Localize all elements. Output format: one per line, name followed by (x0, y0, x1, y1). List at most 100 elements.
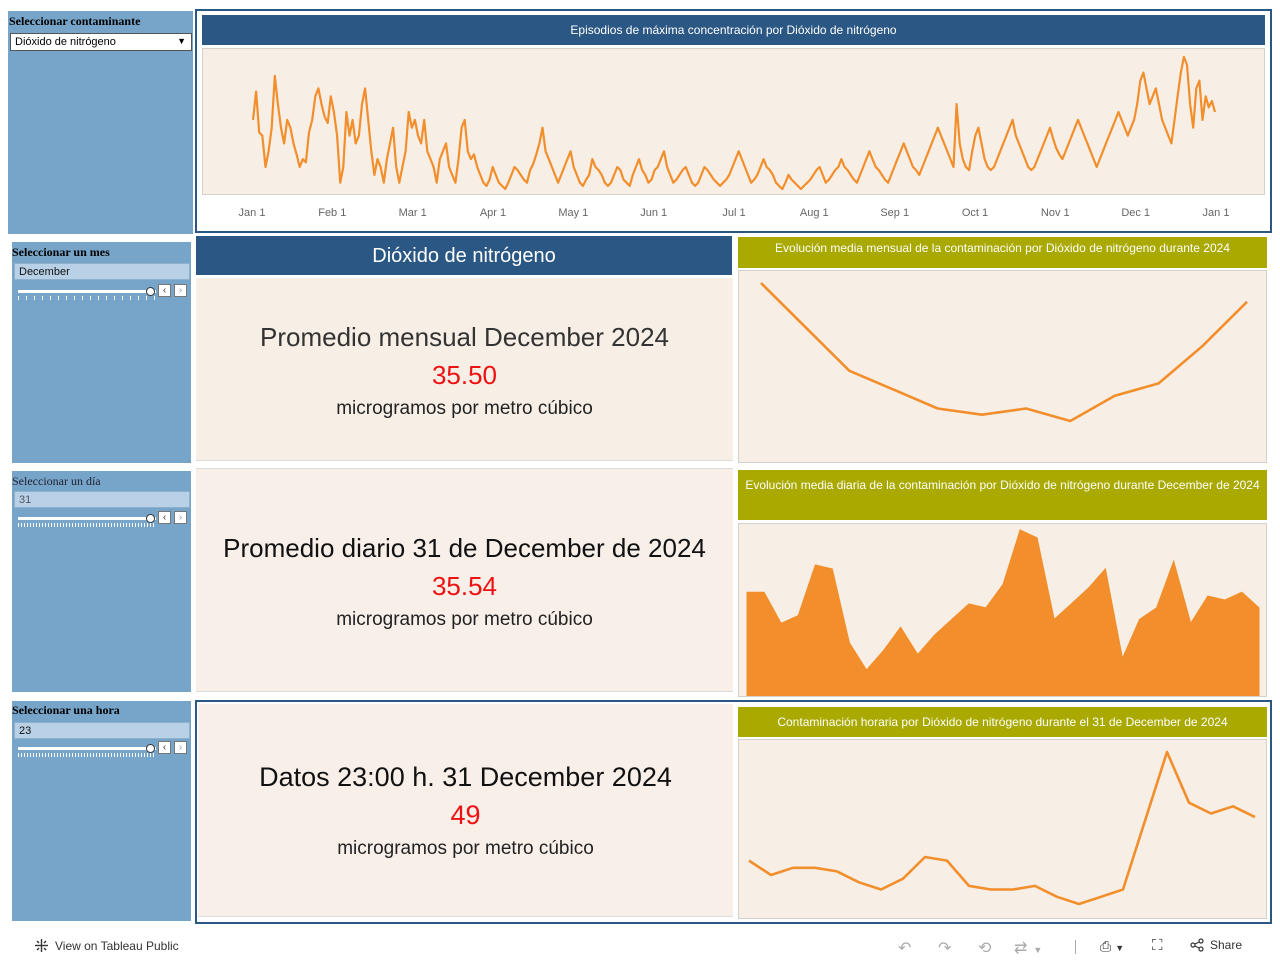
hour-slider-track[interactable] (18, 747, 156, 750)
month-input[interactable]: December (14, 263, 190, 280)
hour-slider-ticks (18, 753, 156, 757)
hour-prev-button[interactable]: ‹ (158, 741, 171, 754)
kpi-hourly-unit: microgramos por metro cúbico (337, 838, 594, 859)
share-button[interactable]: Share (1190, 938, 1242, 952)
day-control-title: Seleccionar un día (12, 474, 101, 488)
annual-chart-x-axis: Jan 1 Feb 1 Mar 1 Apr 1 May 1 Jun 1 Jul 1 Aug 1… (239, 207, 1230, 219)
annual-x-tick-label: May 1 (558, 207, 588, 219)
redo-icon: ↷ (938, 940, 952, 957)
hour-input[interactable]: 23 (14, 722, 190, 739)
redo-button[interactable]: ↷ (938, 938, 951, 958)
day-slider-ticks (18, 523, 156, 527)
month-control-panel: Seleccionar un mes December ‹ › (12, 242, 191, 463)
daily-chart-svg (746, 529, 1260, 696)
download-icon: ⎙ (1100, 938, 1112, 954)
day-input[interactable]: 31 (14, 491, 190, 508)
month-input-value: December (19, 266, 70, 278)
pollutant-header: Dióxido de nitrógeno (196, 236, 732, 275)
annual-x-tick-label: Jan 1 (239, 207, 266, 219)
chevron-down-icon: ▼ (177, 36, 186, 46)
revert-button[interactable]: ⟲ (978, 938, 991, 958)
annual-x-tick-label: Aug 1 (800, 207, 829, 219)
undo-button[interactable]: ↶ (898, 938, 911, 958)
daily-chart-title: Evolución media diaria de la contaminaci… (738, 470, 1267, 520)
day-prev-button[interactable]: ‹ (158, 511, 171, 524)
chevron-left-icon: ‹ (162, 742, 167, 753)
annual-x-tick-label: Jul 1 (722, 207, 745, 219)
kpi-monthly-title: Promedio mensual December 2024 (260, 322, 669, 352)
hourly-chart-plot[interactable] (738, 739, 1267, 919)
tableau-footer: View on Tableau Public ↶ ↷ ⟲ ⇄ ▼ ⎙ ▼ ⛶ Sha… (0, 932, 1280, 960)
annual-x-tick-label: Jan 1 (1203, 207, 1230, 219)
day-input-value: 31 (19, 494, 32, 506)
annual-chart-title: Episodios de máxima concentración por Di… (202, 15, 1265, 45)
pollutant-control-title: Seleccionar contaminante (9, 14, 141, 28)
undo-icon: ↶ (898, 940, 912, 957)
chevron-right-icon: › (178, 742, 183, 753)
month-slider-track[interactable] (18, 290, 156, 293)
hourly-series-line (748, 750, 1256, 906)
kpi-monthly-value: 35.50 (431, 360, 498, 390)
pollutant-header-text: Dióxido de nitrógeno (372, 245, 556, 267)
kpi-daily-value: 35.54 (431, 571, 498, 601)
month-prev-button[interactable]: ‹ (158, 284, 171, 297)
fullscreen-button[interactable]: ⛶ (1152, 937, 1163, 954)
chevron-left-icon: ‹ (162, 512, 167, 523)
month-slider-handle[interactable] (146, 287, 155, 296)
refresh-icon: ⇄ (1014, 940, 1028, 957)
chevron-right-icon: › (178, 285, 183, 296)
hourly-chart-svg (748, 750, 1256, 906)
chevron-right-icon: › (178, 512, 183, 523)
daily-chart-plot[interactable] (738, 523, 1267, 697)
daily-series-area (746, 529, 1260, 696)
annual-x-tick-label: Jun 1 (640, 207, 667, 219)
monthly-chart-plot[interactable] (738, 270, 1267, 463)
hourly-chart-title: Contaminación horaria por Dióxido de nit… (738, 707, 1267, 737)
annual-x-tick-label: Dec 1 (1121, 207, 1150, 219)
month-next-button[interactable]: › (174, 284, 187, 297)
view-on-tableau-link[interactable]: View on Tableau Public (34, 938, 179, 953)
hour-control-panel: Seleccionar una hora 23 ‹ › (12, 701, 191, 921)
tableau-logo-icon (35, 939, 48, 952)
day-control-panel: Seleccionar un día 31 ‹ › (12, 471, 191, 692)
day-next-button[interactable]: › (174, 511, 187, 524)
revert-icon: ⟲ (978, 940, 992, 957)
kpi-hourly-value: 49 (450, 800, 481, 830)
hour-input-value: 23 (19, 725, 32, 737)
kpi-hourly-card: Datos 23:00 h. 31 December 2024 49 micro… (198, 704, 733, 917)
refresh-button[interactable]: ⇄ ▼ (1014, 938, 1042, 958)
annual-x-tick-label: Mar 1 (399, 207, 427, 219)
annual-series-line (251, 55, 1217, 191)
kpi-daily-unit: microgramos por metro cúbico (336, 609, 593, 630)
hour-next-button[interactable]: › (174, 741, 187, 754)
annual-chart-plot[interactable] (202, 48, 1265, 195)
daily-chart-title-text: Evolución media diaria de la contaminaci… (745, 478, 1260, 492)
monthly-chart-title: Evolución media mensual de la contaminac… (738, 237, 1267, 268)
fullscreen-icon: ⛶ (1152, 937, 1163, 954)
kpi-daily-title: Promedio diario 31 de December de 2024 (223, 533, 706, 563)
chevron-down-icon: ▼ (1115, 943, 1125, 953)
kpi-monthly-unit: microgramos por metro cúbico (336, 398, 593, 419)
hourly-chart-title-text: Contaminación horaria por Dióxido de nit… (777, 715, 1228, 729)
view-on-tableau-label: View on Tableau Public (55, 938, 179, 953)
annual-x-tick-label: Feb 1 (318, 207, 346, 219)
pollutant-select-value: Dióxido de nitrógeno (15, 36, 116, 48)
annual-chart-svg (251, 55, 1217, 191)
hour-slider-handle[interactable] (146, 744, 155, 753)
chevron-left-icon: ‹ (162, 285, 167, 296)
share-label: Share (1210, 938, 1243, 952)
annual-x-tick-label: Nov 1 (1041, 207, 1070, 219)
day-slider-handle[interactable] (146, 514, 155, 523)
download-button[interactable]: ⎙ ▼ (1100, 938, 1124, 955)
month-control-title: Seleccionar un mes (12, 245, 110, 259)
chevron-down-icon: ▼ (1033, 945, 1043, 955)
pollutant-select[interactable]: Dióxido de nitrógeno ▼ (10, 33, 192, 51)
annual-x-tick-label: Sep 1 (880, 207, 909, 219)
kpi-monthly-card: Promedio mensual December 2024 35.50 mic… (196, 278, 733, 461)
day-slider-track[interactable] (18, 517, 156, 520)
share-icon (1190, 938, 1204, 952)
pollutant-control-panel: Seleccionar contaminante Dióxido de nitr… (8, 11, 193, 234)
monthly-series-line (760, 282, 1248, 423)
annual-x-tick-label: Apr 1 (480, 207, 506, 219)
monthly-chart-svg (760, 282, 1248, 423)
